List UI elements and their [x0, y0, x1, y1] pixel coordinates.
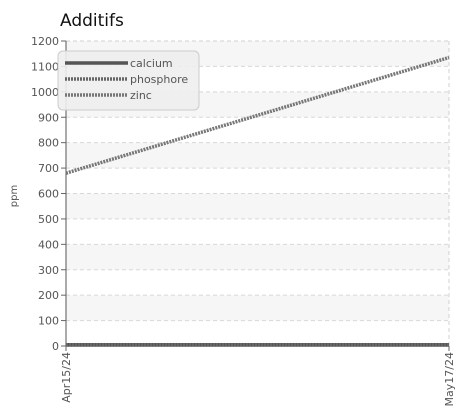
x-tick-label: Apr15/24 [60, 352, 73, 403]
y-tick-label: 1000 [31, 86, 59, 99]
y-axis-label: ppm [9, 185, 20, 207]
y-tick-label: 1100 [31, 60, 59, 73]
y-axis-ticks: 0 100 200 300 400 500 600 700 800 900 1000 1100 1200 [31, 35, 66, 353]
y-tick-label: 300 [38, 264, 59, 277]
background-band [66, 295, 449, 321]
x-tick-label: May17/24 [443, 352, 456, 406]
legend-label-zinc[interactable]: zinc [130, 89, 152, 102]
x-axis-ticks: Apr15/24 May17/24 [60, 346, 456, 406]
y-tick-label: 700 [38, 162, 59, 175]
y-tick-label: 600 [38, 188, 59, 201]
legend-label-phosphore[interactable]: phosphore [130, 73, 188, 86]
y-tick-label: 400 [38, 238, 59, 251]
y-tick-label: 800 [38, 137, 59, 150]
background-band [66, 193, 449, 219]
series-layer [65, 55, 450, 347]
y-tick-label: 500 [38, 213, 59, 226]
y-tick-label: 1200 [31, 35, 59, 48]
chart-legend[interactable]: calcium phosphore zinc [57, 50, 200, 111]
chart-title: Additifs [60, 11, 124, 31]
y-tick-label: 100 [38, 315, 59, 328]
y-tick-label: 900 [38, 111, 59, 124]
legend-label-calcium[interactable]: calcium [130, 57, 173, 70]
background-band [66, 244, 449, 270]
series-line-zinc [65, 55, 450, 175]
y-tick-label: 0 [52, 340, 59, 353]
y-tick-label: 200 [38, 289, 59, 302]
